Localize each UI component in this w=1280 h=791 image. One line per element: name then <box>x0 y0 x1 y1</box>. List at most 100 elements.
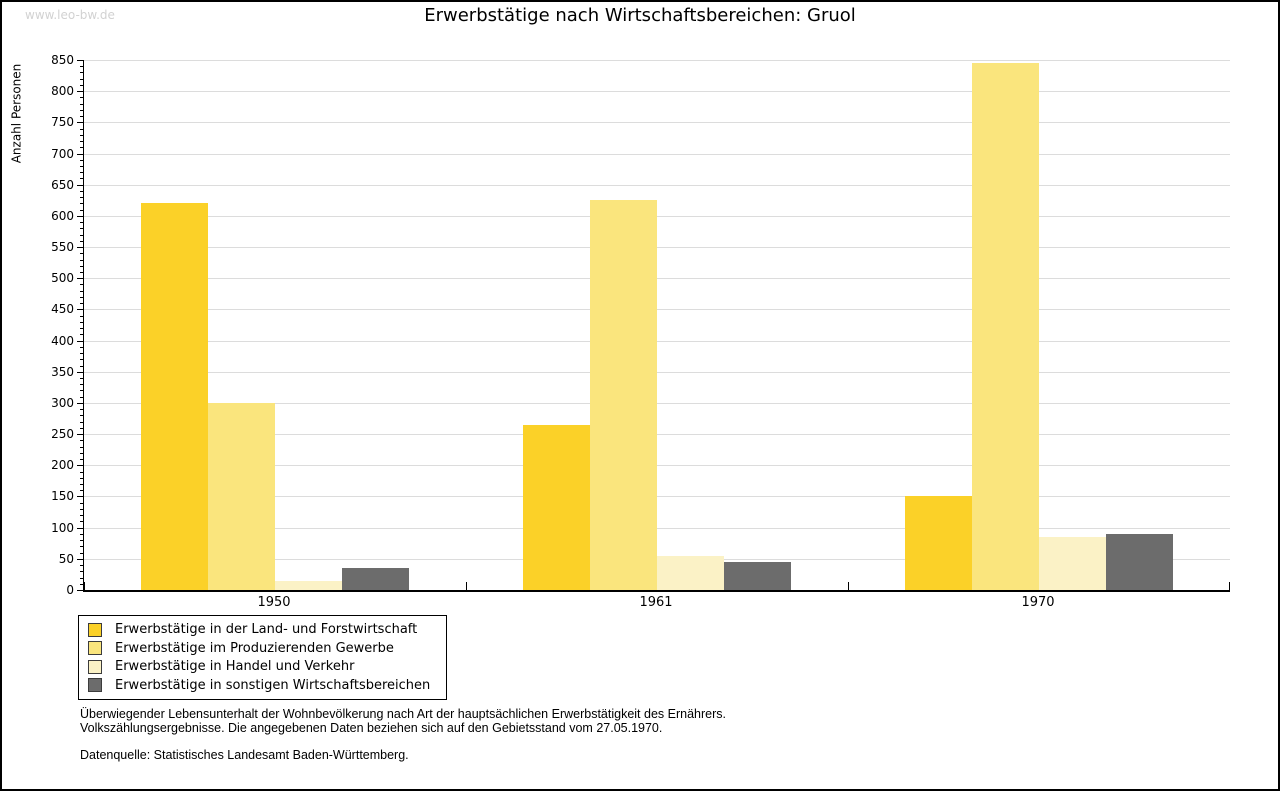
y-minor-tick <box>80 365 83 367</box>
y-tick-label: 100 <box>51 520 74 535</box>
y-tick-label: 650 <box>51 177 74 192</box>
y-minor-tick <box>80 390 83 392</box>
y-minor-tick <box>80 290 83 292</box>
gridline <box>84 496 1230 498</box>
gridline <box>84 527 1230 529</box>
y-tick-label: 200 <box>51 458 74 473</box>
y-major-tick <box>77 215 83 217</box>
y-major-tick <box>77 590 83 591</box>
y-minor-tick <box>80 284 83 286</box>
y-minor-tick <box>80 240 83 242</box>
y-minor-tick <box>80 128 83 130</box>
bar <box>590 200 657 590</box>
y-minor-tick <box>80 272 83 273</box>
gridline <box>84 434 1230 436</box>
y-minor-tick <box>80 577 83 579</box>
x-axis-tick <box>1229 582 1230 590</box>
watermark: www.leo-bw.de <box>25 8 115 22</box>
y-minor-tick <box>80 415 83 417</box>
y-minor-tick <box>80 471 83 473</box>
gridline <box>84 465 1230 467</box>
chart-title: Erwerbstätige nach Wirtschaftsbereichen:… <box>424 5 856 26</box>
y-major-tick <box>77 496 83 498</box>
y-tick-label: 450 <box>51 302 74 317</box>
y-minor-tick <box>80 159 83 161</box>
y-major-tick <box>77 91 83 93</box>
y-tick-label: 50 <box>58 551 74 566</box>
legend-item: Erwerbstätige in sonstigen Wirtschaftsbe… <box>88 678 442 693</box>
y-minor-tick <box>80 172 83 174</box>
y-major-tick <box>77 184 83 186</box>
y-major-tick <box>77 340 83 342</box>
bar <box>208 402 275 590</box>
y-minor-tick <box>80 66 83 68</box>
footer-line-1: Überwiegender Lebensunterhalt der Wohnbe… <box>80 707 726 721</box>
legend-item: Erwerbstätige in Handel und Verkehr <box>88 659 442 674</box>
y-minor-tick <box>80 384 83 386</box>
x-axis-tick <box>466 582 467 590</box>
y-minor-tick <box>80 533 83 535</box>
y-minor-tick <box>80 583 83 585</box>
footer-line-2: Volkszählungsergebnisse. Die angegebenen… <box>80 721 663 735</box>
x-category-label: 1970 <box>1021 595 1055 610</box>
y-minor-tick <box>80 571 83 573</box>
gridline <box>84 247 1230 249</box>
y-minor-tick <box>80 396 83 398</box>
y-major-tick <box>77 247 83 249</box>
y-tick-label: 350 <box>51 364 74 379</box>
y-minor-tick <box>80 265 83 267</box>
footer: Überwiegender Lebensunterhalt der Wohnbe… <box>80 707 726 762</box>
gridline <box>84 153 1230 155</box>
y-tick-label: 150 <box>51 489 74 504</box>
y-major-tick <box>77 371 83 373</box>
y-minor-tick <box>80 166 83 167</box>
y-minor-tick <box>80 78 83 80</box>
y-minor-tick <box>80 421 83 423</box>
y-minor-tick <box>80 515 83 517</box>
y-minor-tick <box>80 296 83 298</box>
bar <box>523 424 590 590</box>
y-minor-tick <box>80 72 83 74</box>
y-tick-label: 800 <box>51 84 74 99</box>
y-tick-label: 750 <box>51 115 74 130</box>
gridline <box>84 402 1230 404</box>
y-major-tick <box>77 465 83 467</box>
legend-swatch <box>88 641 102 656</box>
y-major-tick <box>77 122 83 124</box>
gridline <box>84 184 1230 186</box>
y-minor-tick <box>80 109 83 111</box>
y-minor-tick <box>80 178 83 180</box>
legend-label: Erwerbstätige im Produzierenden Gewerbe <box>115 640 394 656</box>
y-minor-tick <box>80 346 83 348</box>
y-minor-tick <box>80 197 83 199</box>
gridline <box>84 371 1230 373</box>
y-minor-tick <box>80 508 83 510</box>
legend-label: Erwerbstätige in der Land- und Forstwirt… <box>115 622 418 638</box>
bar <box>657 555 724 590</box>
legend-label: Erwerbstätige in Handel und Verkehr <box>115 659 355 675</box>
y-minor-tick <box>80 446 83 448</box>
y-minor-tick <box>80 134 83 136</box>
y-tick-label: 250 <box>51 427 74 442</box>
y-minor-tick <box>80 321 83 323</box>
y-minor-tick <box>80 116 83 118</box>
y-minor-tick <box>80 259 83 261</box>
footer-source: Datenquelle: Statistisches Landesamt Bad… <box>80 748 409 762</box>
y-minor-tick <box>80 203 83 205</box>
legend-swatch <box>88 659 102 674</box>
y-minor-tick <box>80 315 83 317</box>
x-category-label: 1961 <box>639 595 673 610</box>
plot-area <box>83 60 1230 592</box>
bar <box>141 203 208 590</box>
y-tick-label: 0 <box>66 583 74 597</box>
gridline <box>84 309 1230 311</box>
y-minor-tick <box>80 359 83 361</box>
gridline <box>84 215 1230 217</box>
x-axis-tick <box>84 582 85 590</box>
y-major-tick <box>77 278 83 280</box>
y-minor-tick <box>80 565 83 567</box>
y-tick-label: 500 <box>51 271 74 286</box>
y-tick-label: 400 <box>51 333 74 348</box>
y-minor-tick <box>80 228 83 230</box>
bar <box>905 496 972 590</box>
